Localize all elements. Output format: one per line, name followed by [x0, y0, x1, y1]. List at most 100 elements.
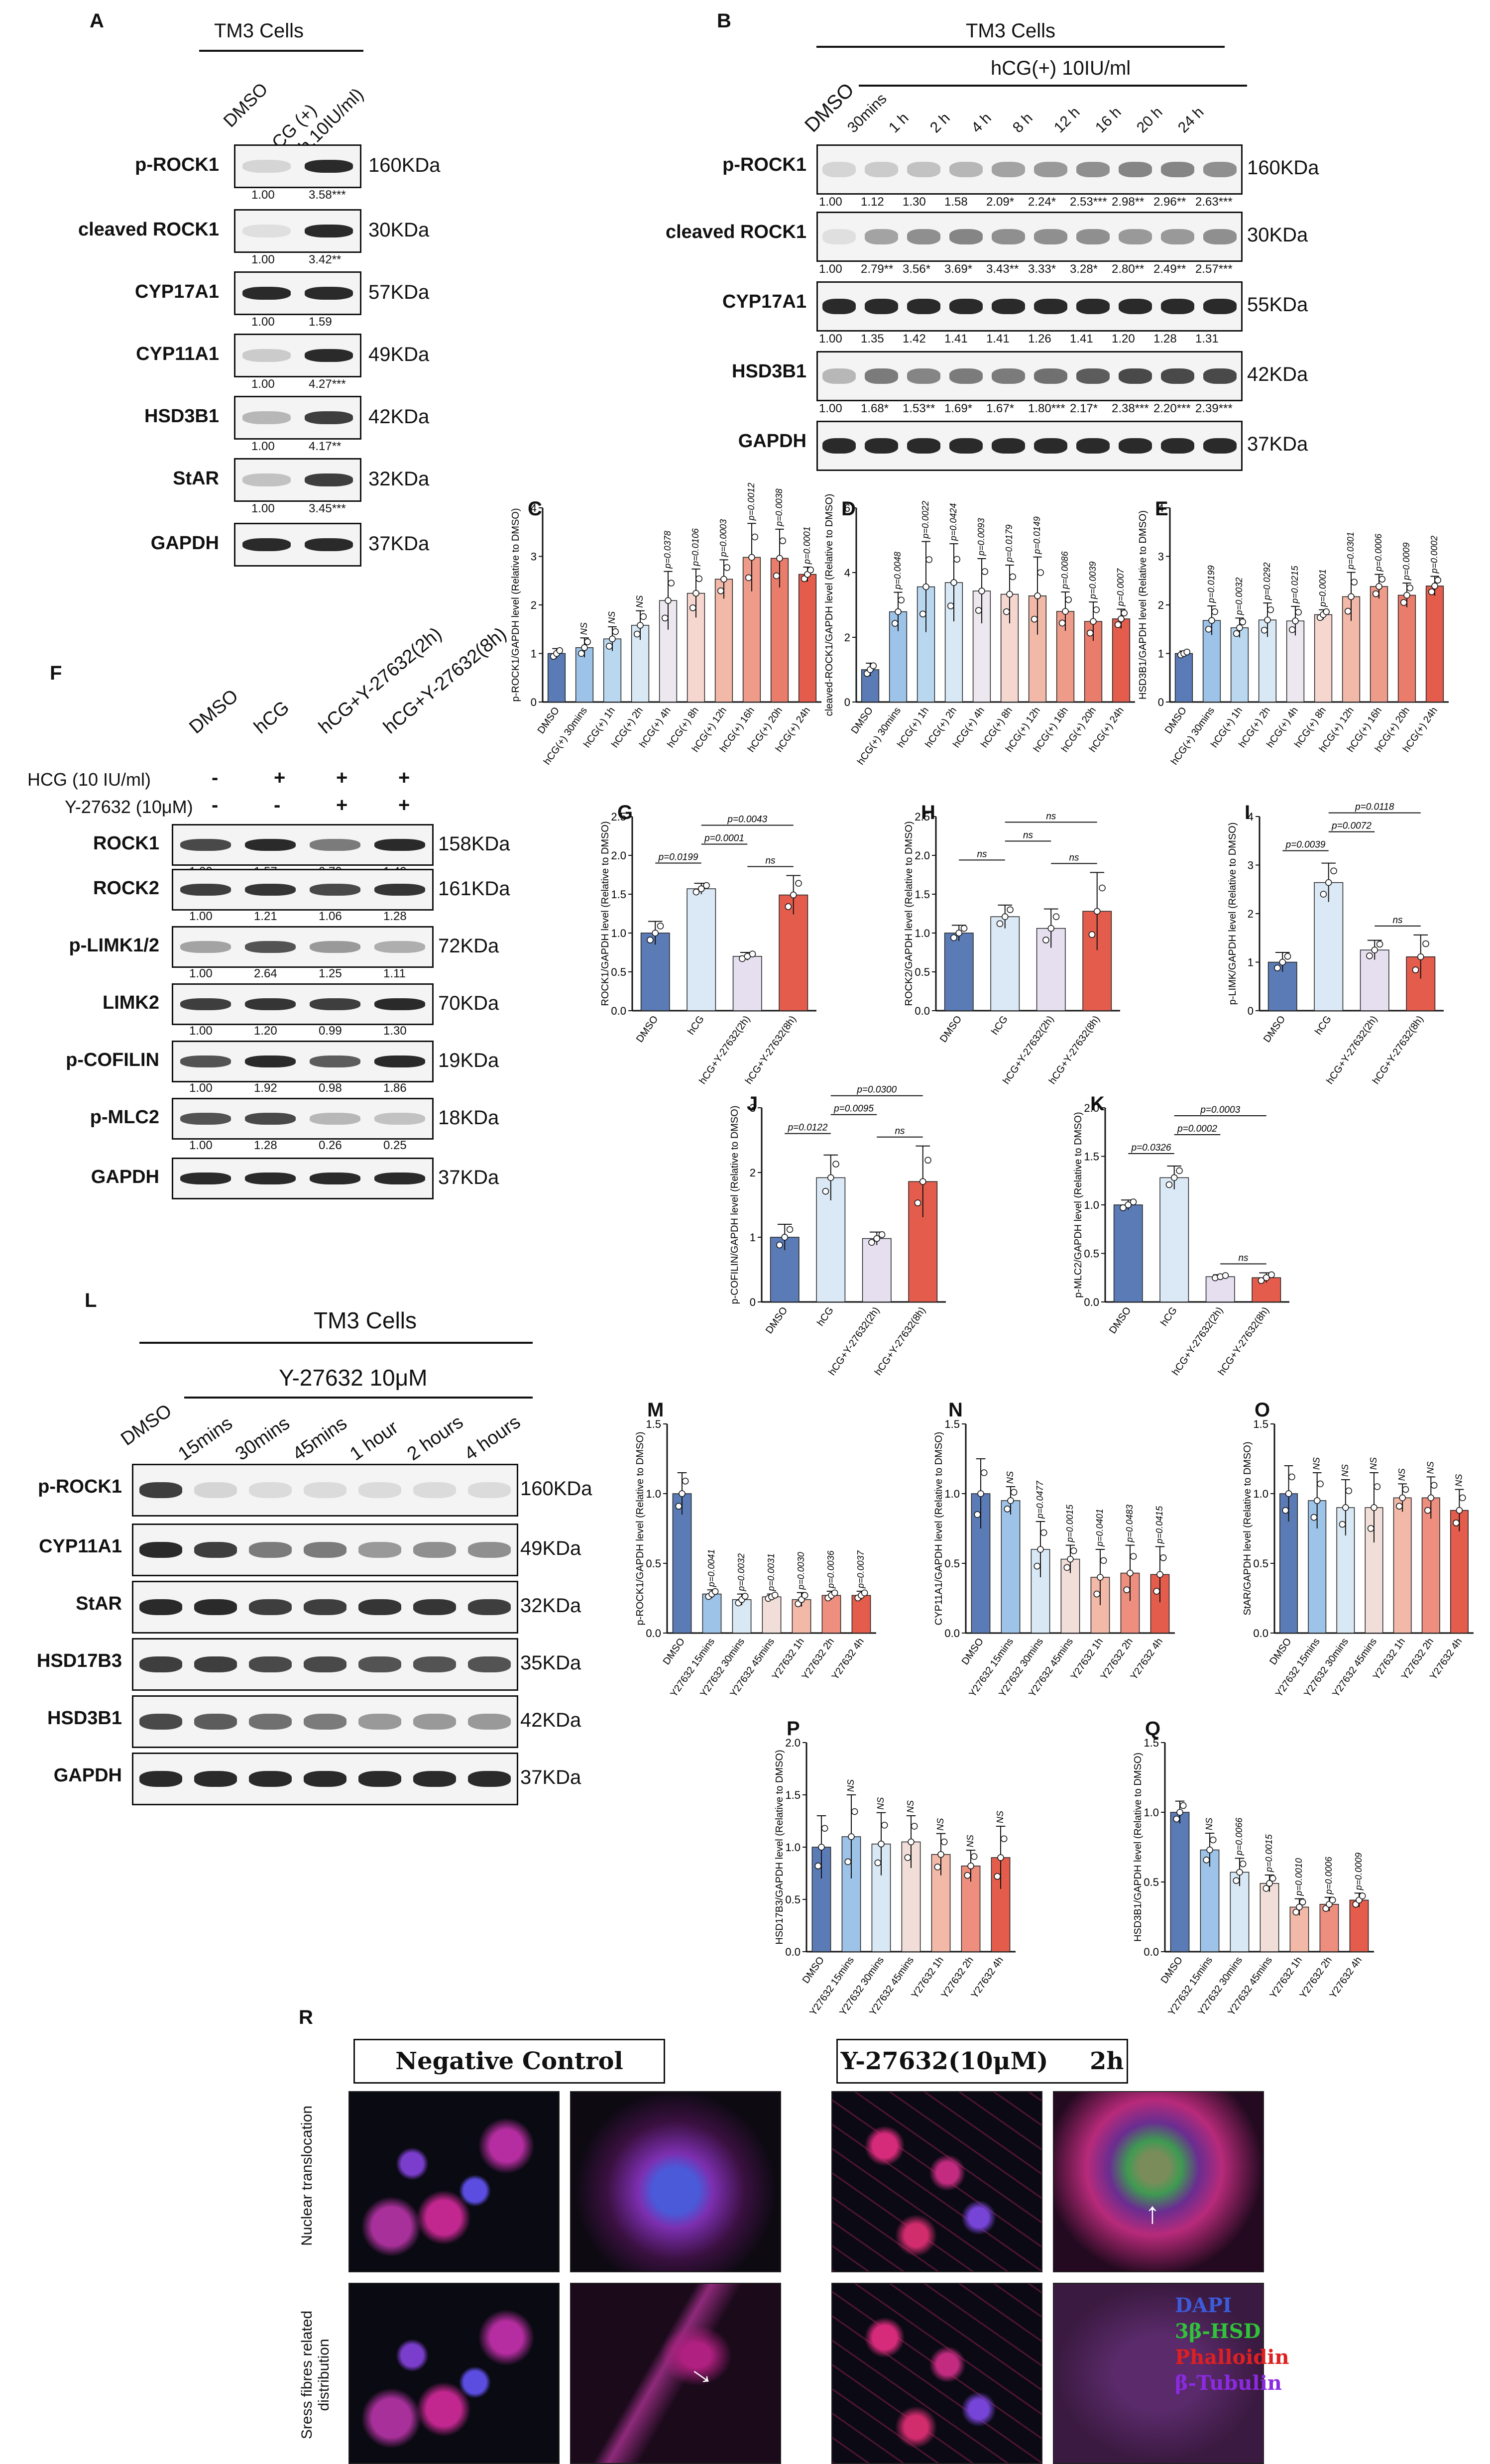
- data-point: [1428, 588, 1435, 595]
- data-point: [711, 1588, 719, 1595]
- comparison-label: p=0.0122: [788, 1123, 828, 1133]
- data-point: [1323, 608, 1330, 615]
- panel-l-kda: 49KDa: [520, 1537, 581, 1559]
- data-point: [689, 604, 696, 611]
- panel-f-row-label: ROCK1: [93, 833, 159, 854]
- data-point: [1427, 1494, 1435, 1502]
- data-point: [1171, 1174, 1178, 1181]
- blot-band: [1034, 368, 1067, 384]
- panel-l-kda: 37KDa: [520, 1766, 581, 1788]
- blot-band: [180, 1112, 231, 1125]
- data-point: [1183, 648, 1190, 656]
- data-point: [745, 574, 752, 582]
- data-point: [1288, 1473, 1295, 1481]
- significance-label: NS: [1397, 1468, 1407, 1481]
- category-label: DMSO: [1261, 1014, 1287, 1045]
- data-point: [868, 1239, 875, 1246]
- panel-b-kda: 30KDa: [1247, 224, 1308, 246]
- blot-band: [358, 1599, 401, 1615]
- comparison-label: ns: [977, 849, 987, 859]
- comparison-label: p=0.0001: [704, 833, 744, 844]
- data-point: [1127, 1569, 1134, 1577]
- panel-a-kda: 30KDa: [368, 219, 430, 241]
- panel-b-quant: 1.28: [1153, 332, 1177, 346]
- comparison-label: p=0.0300: [856, 1085, 897, 1095]
- y-tick-label: 1.0: [1144, 1806, 1159, 1819]
- bar: [851, 1595, 871, 1634]
- significance-label: NS: [1425, 1461, 1435, 1474]
- panel-a-row-label: CYP17A1: [135, 281, 219, 302]
- significance-label: p=0.0149: [1032, 516, 1042, 555]
- blot-band: [374, 838, 425, 851]
- data-point: [1009, 573, 1016, 581]
- panel-a-quant: 1.00: [251, 377, 275, 391]
- y-tick-label: 1.5: [646, 1418, 661, 1430]
- panel-f-kda: 37KDa: [438, 1167, 499, 1188]
- panel-b-blot: [816, 351, 1243, 401]
- panel-f-y-sign: +: [336, 794, 348, 816]
- category-label: hCG+Y-27632(8h): [1371, 1014, 1426, 1086]
- category-label: DMSO: [634, 1014, 660, 1045]
- panel-b-quant: 1.42: [903, 332, 926, 346]
- panel-b-quant: 3.56*: [903, 262, 931, 276]
- y-tick-label: 0.0: [1084, 1296, 1099, 1308]
- data-point: [953, 556, 960, 563]
- significance-label: p=0.0007: [1116, 568, 1126, 607]
- significance-label: NS: [965, 1835, 975, 1847]
- panel-a-quant: 4.17**: [309, 440, 342, 453]
- significance-label: p=0.0038: [774, 488, 784, 527]
- blot-band: [822, 299, 856, 314]
- y-axis-label: ROCK1/GAPDH level (Relative to DMSO): [600, 821, 611, 1006]
- significance-label: p=0.0179: [1004, 524, 1014, 563]
- panel-a-row-label: HSD3B1: [144, 406, 219, 427]
- y-tick-label: 1: [531, 648, 537, 660]
- bar: [1260, 1883, 1279, 1952]
- blot-band: [1076, 229, 1110, 244]
- blot-band: [413, 1714, 456, 1730]
- blot-band: [304, 411, 353, 425]
- blot-band: [242, 473, 291, 487]
- panel-f-quant: 1.00: [189, 1081, 213, 1095]
- data-point: [776, 1241, 783, 1249]
- data-point: [1205, 626, 1212, 633]
- panel-label-H: H: [921, 802, 935, 823]
- data-point: [851, 1808, 858, 1815]
- panel-b-quant: 2.79**: [861, 262, 894, 276]
- y-tick-label: 2.0: [785, 1737, 801, 1749]
- panel-l-blot: [132, 1638, 518, 1691]
- blot-band: [194, 1771, 237, 1787]
- micrograph-y-stress-overview: [831, 2283, 1042, 2464]
- arrow-up-icon: ↑: [1145, 2196, 1160, 2229]
- blot-band: [310, 883, 360, 896]
- blot-band: [949, 162, 983, 177]
- y-tick-label: 6: [844, 502, 850, 514]
- blot-band: [1119, 368, 1152, 384]
- data-point: [1406, 585, 1413, 591]
- panel-l-row-label: HSD3B1: [47, 1708, 122, 1729]
- panel-f-y-sign: -: [212, 794, 219, 816]
- panel-l-col: 4 hours: [460, 1411, 525, 1465]
- panel-b-blot: [816, 421, 1243, 471]
- data-point: [1330, 867, 1337, 874]
- panel-f-quant: 1.28: [383, 910, 407, 923]
- panel-l-row-label: CYP11A1: [39, 1536, 122, 1557]
- significance-label: p=0.0215: [1290, 565, 1300, 604]
- data-point: [1002, 913, 1009, 920]
- panel-a-quant: 4.27***: [309, 377, 346, 391]
- panel-b-treatment-line: [859, 85, 1247, 87]
- data-point: [1359, 1892, 1366, 1899]
- panel-f-row-label: p-LIMK1/2: [69, 935, 159, 956]
- blot-band: [413, 1656, 456, 1672]
- category-label: hCG+Y-27632(2h): [1001, 1014, 1056, 1086]
- data-point: [1033, 1562, 1041, 1570]
- data-point: [578, 650, 585, 657]
- panel-label-G: G: [617, 802, 633, 823]
- blot-band: [992, 162, 1025, 177]
- panel-f-quant: 1.20: [254, 1024, 277, 1038]
- blot-band: [245, 838, 296, 851]
- panel-a-quant: 1.00: [251, 440, 275, 453]
- blot-band: [358, 1714, 401, 1730]
- blot-band: [822, 438, 856, 454]
- panel-b-row-label: GAPDH: [738, 431, 806, 452]
- blot-band: [304, 224, 353, 238]
